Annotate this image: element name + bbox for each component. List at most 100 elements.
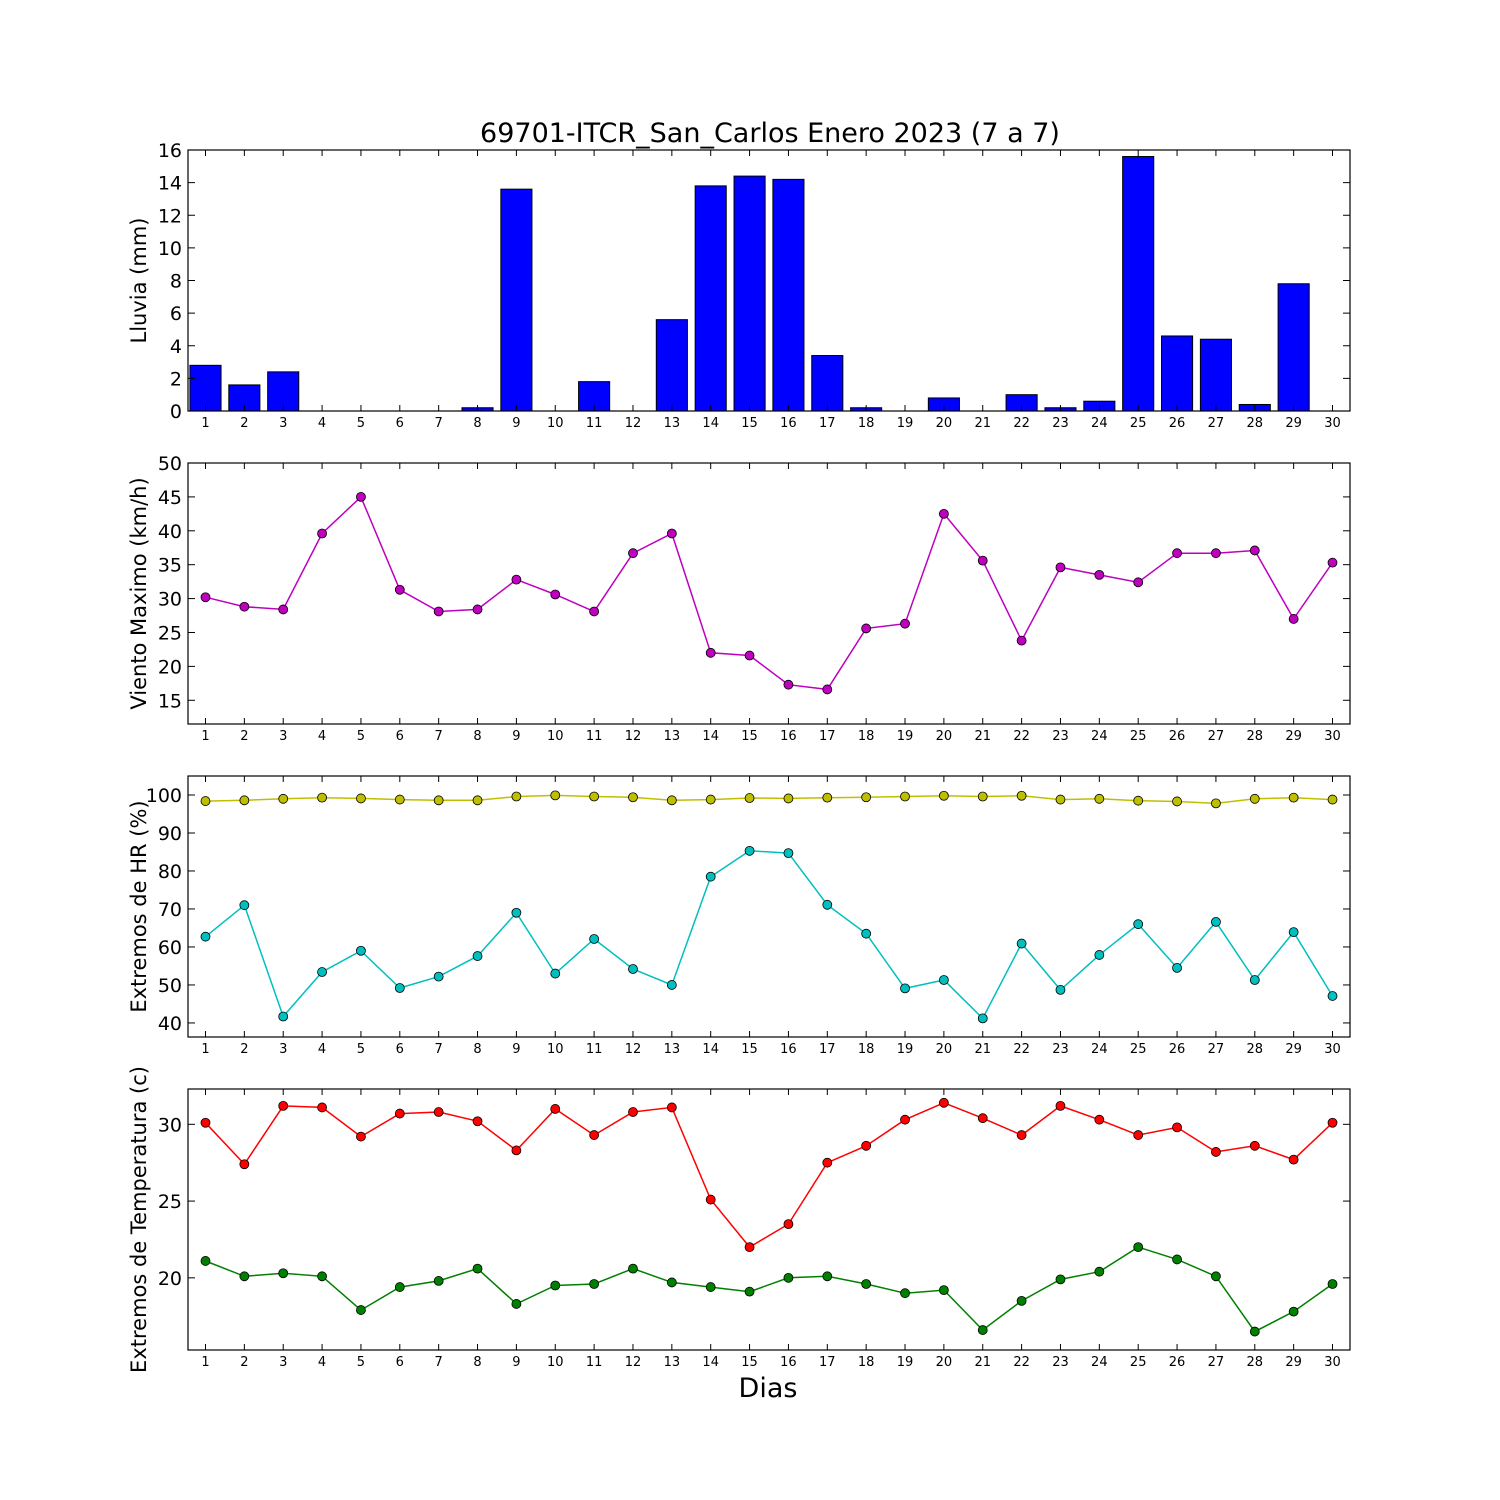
temp-min-point: [1327, 1279, 1338, 1289]
x-tick-label: 28: [1247, 1355, 1264, 1370]
temp-min-point: [1172, 1254, 1182, 1265]
x-tick-label: 12: [625, 1042, 642, 1057]
temp-min-point: [744, 1286, 755, 1297]
x-tick-label: 4: [318, 416, 326, 431]
temp-min-point: [239, 1271, 250, 1282]
x-tick-label: 5: [357, 729, 365, 744]
rain-bar: [655, 319, 688, 412]
temp-max-point: [356, 1131, 366, 1142]
x-tick-label: 27: [1208, 729, 1225, 744]
x-tick-label: 22: [1013, 416, 1030, 431]
x-tick-label: 7: [435, 1355, 443, 1370]
temp-max-point: [1249, 1140, 1260, 1151]
wind-point: [1288, 614, 1299, 624]
temp-max-line: [204, 1101, 1334, 1249]
y-tick-label: 50: [158, 453, 182, 475]
axes-frame: [187, 1088, 1351, 1351]
hr-max-point: [278, 793, 289, 804]
temp-min-point: [1055, 1274, 1066, 1285]
hr-min-point: [822, 899, 833, 910]
x-tick-label: 28: [1247, 729, 1264, 744]
x-tick-label: 23: [1052, 1355, 1069, 1370]
x-tick-label: 12: [625, 729, 642, 744]
wind-point: [1016, 635, 1027, 646]
x-tick-label: 20: [936, 1042, 953, 1057]
y-tick-label: 90: [158, 823, 182, 845]
y-tick-label: 25: [158, 622, 182, 644]
x-tick-label: 19: [897, 416, 914, 431]
x-tick-label: 11: [586, 1042, 603, 1057]
wind-point: [783, 679, 794, 690]
x-tick-label: 8: [473, 1355, 481, 1370]
temp-max-point: [511, 1145, 522, 1156]
x-tick-label: 18: [858, 1355, 875, 1370]
y-tick-label: 0: [170, 401, 182, 423]
wind-point: [628, 548, 638, 559]
hr-max-point: [356, 793, 366, 804]
temp-max-point: [433, 1107, 444, 1117]
x-tick-label: 20: [936, 416, 953, 431]
temp-max-point: [550, 1104, 561, 1114]
hr-max-point: [472, 795, 483, 806]
x-tick-label: 1: [201, 416, 209, 431]
y-tick-label: 2: [170, 368, 182, 390]
wind-point: [550, 589, 561, 600]
temp-min-point: [1288, 1306, 1299, 1317]
temp-min-point: [317, 1271, 327, 1282]
y-axis-label: Extremos de Temperatura (c): [127, 1066, 151, 1373]
x-tick-label: 15: [741, 729, 758, 744]
y-tick-label: 12: [158, 205, 182, 227]
y-axis-label: Extremos de HR (%): [127, 800, 151, 1012]
hr-min-point: [1016, 938, 1027, 949]
hr-min-point: [900, 983, 910, 994]
hr-max-point: [589, 791, 600, 802]
x-tick-label: 19: [897, 1042, 914, 1057]
temp-max-point: [317, 1102, 327, 1113]
hr-min-point: [394, 983, 405, 993]
x-tick-label: 14: [702, 416, 719, 431]
temp-min-point: [1133, 1242, 1144, 1253]
x-tick-label: 6: [396, 416, 404, 431]
x-tick-label: 2: [240, 1355, 248, 1370]
temp-max-point: [1211, 1147, 1221, 1157]
x-tick-label: 14: [702, 1355, 719, 1370]
x-tick-label: 19: [897, 729, 914, 744]
hr-max-point: [938, 790, 949, 801]
hr-min-point: [1172, 962, 1182, 973]
rain-bar: [1161, 335, 1194, 412]
hr-max-line: [205, 794, 1333, 805]
temp-max-point: [783, 1219, 794, 1230]
x-tick-label: 30: [1324, 1042, 1341, 1057]
wind-point: [666, 528, 677, 539]
axes-frame: [187, 462, 1351, 725]
y-axis-label: Lluvia (mm): [127, 218, 151, 344]
wind-point: [589, 606, 600, 617]
rain-bar: [1277, 283, 1310, 412]
x-tick-label: 10: [547, 1042, 564, 1057]
y-tick-label: 14: [158, 173, 182, 195]
temp-max-point: [239, 1159, 250, 1170]
x-tick-label: 2: [240, 416, 248, 431]
x-tick-label: 9: [512, 1355, 520, 1370]
x-tick-label: 8: [473, 1042, 481, 1057]
x-tick-label: 16: [780, 1042, 797, 1057]
y-tick-label: 30: [158, 589, 182, 611]
temp-min-point: [861, 1279, 872, 1289]
temp-min-point: [938, 1285, 949, 1296]
wind-point: [1327, 557, 1338, 568]
x-tick-label: 21: [974, 1355, 991, 1370]
x-tick-label: 9: [512, 729, 520, 744]
hr-min-point: [200, 931, 211, 942]
x-tick-label: 25: [1130, 1355, 1147, 1370]
temp-max-point: [1288, 1154, 1299, 1165]
rain-bar: [267, 371, 300, 412]
x-tick-label: 17: [819, 416, 836, 431]
x-tick-label: 22: [1013, 1042, 1030, 1057]
x-tick-label: 29: [1285, 729, 1302, 744]
hr-min-point: [1327, 991, 1338, 1001]
x-tick-label: 5: [357, 416, 365, 431]
temp-max-point: [1172, 1122, 1182, 1133]
x-tick-label: 26: [1169, 416, 1186, 431]
y-tick-label: 60: [158, 937, 182, 959]
hr-max-point: [1327, 794, 1338, 805]
